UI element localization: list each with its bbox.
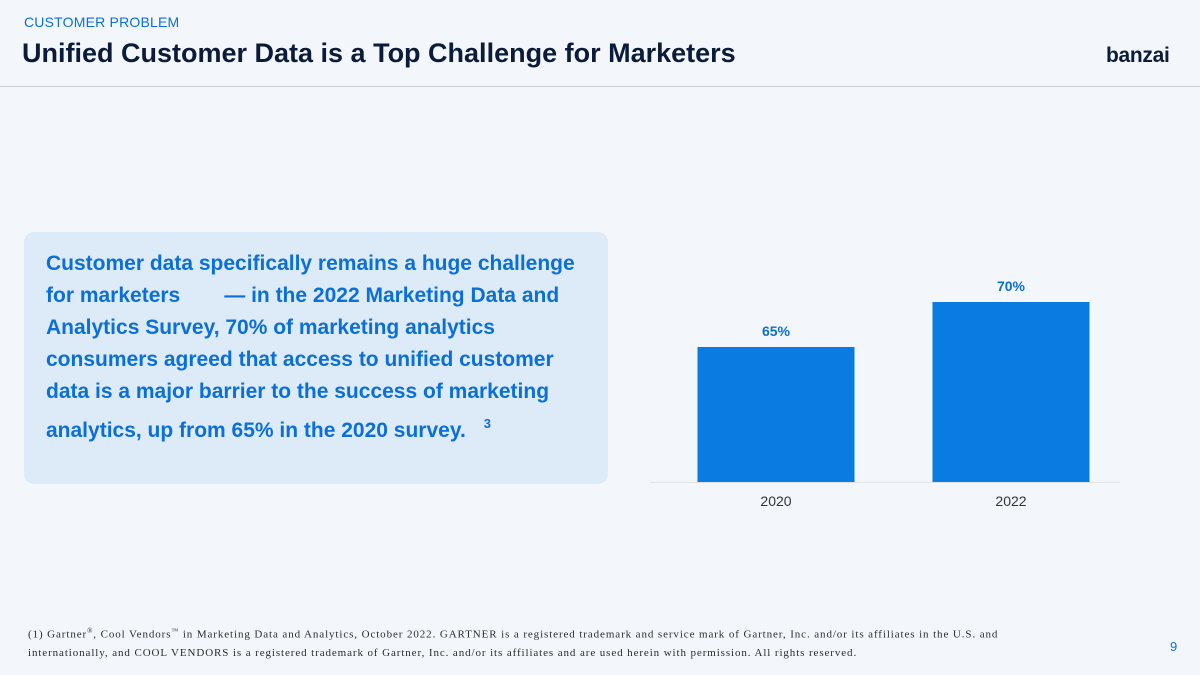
x-tick-label-2020: 2020 xyxy=(760,493,791,509)
page-number: 9 xyxy=(1170,639,1178,654)
footnote-legal: in Marketing Data and Analytics, October… xyxy=(28,628,999,659)
trademark-mark: ™ xyxy=(171,627,180,635)
registered-mark: ® xyxy=(87,627,94,635)
x-tick-label-2022: 2022 xyxy=(995,493,1026,509)
footnote: (1) Gartner®, Cool Vendors™ in Marketing… xyxy=(28,622,1078,662)
callout-text-part2: — in the 2022 Marketing Data and Analyti… xyxy=(46,284,560,442)
bar-2022 xyxy=(932,302,1090,482)
bar-chart: 65% 2020 70% 2022 xyxy=(650,278,1120,509)
data-label-2022: 70% xyxy=(997,278,1026,294)
banzai-logo: banzai xyxy=(1106,44,1170,67)
footnote-reference: 3 xyxy=(483,416,492,431)
callout-text: Customer data specifically remains a hug… xyxy=(46,248,586,447)
section-eyebrow: CUSTOMER PROBLEM xyxy=(24,14,180,30)
data-label-2020: 65% xyxy=(762,323,791,339)
footnote-product: , Cool Vendors xyxy=(93,628,172,641)
slide-title: Unified Customer Data is a Top Challenge… xyxy=(22,38,736,68)
callout-box: Customer data specifically remains a hug… xyxy=(24,232,608,484)
header-divider xyxy=(0,86,1200,87)
footnote-source: (1) Gartner xyxy=(28,628,88,641)
callout-text-part1: Customer data specifically remains a hug… xyxy=(46,252,575,307)
bar-2020 xyxy=(697,347,855,482)
